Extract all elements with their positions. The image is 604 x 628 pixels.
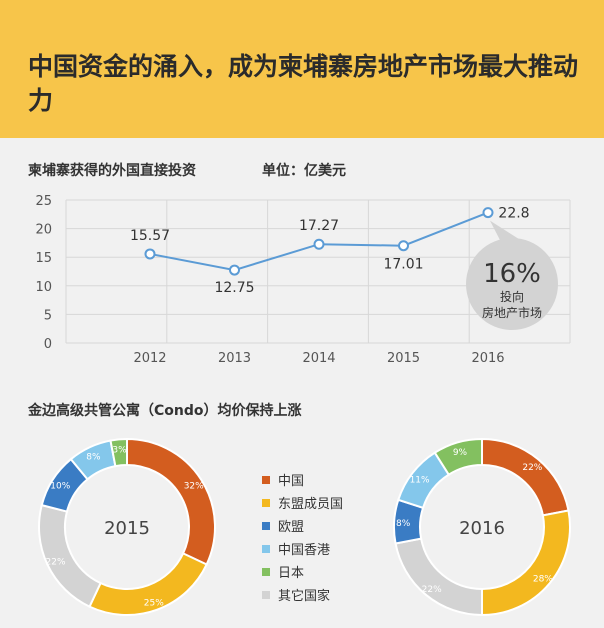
- donut-slice: [433, 437, 483, 477]
- y-tick-label: 10: [35, 280, 52, 295]
- fdi-chart-unit: 单位：亿美元: [262, 163, 346, 179]
- legend-swatch: [262, 567, 270, 576]
- legend-label: 日本: [278, 566, 305, 581]
- y-tick-label: 0: [44, 337, 52, 352]
- legend-item: 中国: [262, 468, 343, 491]
- x-tick-label: 2015: [387, 351, 420, 366]
- legend-swatch: [262, 521, 270, 530]
- data-point: [229, 264, 240, 276]
- y-tick-label: 20: [35, 223, 52, 238]
- data-point: [144, 248, 156, 260]
- legend-swatch: [262, 475, 270, 484]
- slice-label: 32%: [184, 482, 204, 492]
- donut-slice: [69, 439, 117, 481]
- callout-value: 16%: [483, 259, 541, 289]
- donut-legend: 中国东盟成员国欧盟中国香港日本其它国家: [262, 468, 343, 606]
- donut-slice: [481, 437, 570, 517]
- donut-slice: [126, 437, 216, 566]
- slice-label: 8%: [396, 519, 411, 529]
- data-label: 15.57: [130, 228, 170, 244]
- donut-slice: [481, 509, 571, 617]
- slice-label: 25%: [144, 598, 164, 608]
- legend-label: 东盟成员国: [278, 497, 344, 512]
- legend-label: 中国香港: [278, 543, 331, 558]
- fdi-chart-title: 柬埔寨获得的外国直接投资: [28, 163, 196, 179]
- y-tick-label: 5: [44, 308, 52, 323]
- slice-label: 22%: [422, 585, 442, 595]
- donut-slice: [394, 537, 483, 617]
- header-banner: 中国资金的涌入，成为柬埔寨房地产市场最大推动力: [0, 0, 604, 138]
- donut-slice: [397, 451, 451, 510]
- donut-2016: 22% 28% 22% 8% 11% 9% 2016: [393, 437, 571, 617]
- callout-bubble: [466, 238, 558, 330]
- donut-center-label: 2015: [104, 518, 150, 539]
- slice-label: 8%: [86, 453, 101, 463]
- slice-label: 22%: [522, 463, 542, 473]
- donut-center-label: 2016: [459, 518, 505, 539]
- x-tick-label: 2014: [302, 351, 335, 366]
- data-label: 12.75: [214, 280, 254, 296]
- slice-label: 22%: [46, 558, 66, 568]
- fdi-line-chart: 0 5 10 15 20 25 2012 2013 2014 2015 2016 16%投向房地产市场…: [35, 194, 571, 366]
- data-point: [482, 207, 494, 219]
- donut-slice: [109, 437, 128, 468]
- legend-item: 欧盟: [262, 514, 343, 537]
- data-point: [313, 238, 325, 250]
- x-tick-label: 2012: [133, 351, 166, 366]
- data-point: [398, 240, 409, 252]
- legend-label: 其它国家: [278, 589, 331, 604]
- y-tick-label: 25: [35, 194, 52, 209]
- condo-section-title: 金边高级共管公寓（Condo）均价保持上涨: [28, 403, 302, 419]
- legend-swatch: [262, 498, 270, 507]
- legend-label: 欧盟: [278, 520, 305, 535]
- slice-label: 11%: [410, 476, 430, 486]
- slice-label: 9%: [453, 448, 468, 458]
- donut-slice: [40, 457, 89, 513]
- slice-label: 28%: [533, 574, 553, 584]
- legend-swatch: [262, 544, 270, 553]
- donut-slice: [393, 498, 425, 545]
- donut-slice: [38, 503, 102, 608]
- data-label: 22.8: [498, 206, 529, 222]
- legend-item: 其它国家: [262, 583, 343, 606]
- callout-line1: 投向: [500, 289, 524, 304]
- donut-2015: 32% 25% 22% 10% 8% 3% 2015: [38, 437, 216, 616]
- legend-label: 中国: [278, 474, 305, 489]
- x-tick-label: 2013: [218, 351, 251, 366]
- donut-slice: [88, 552, 208, 616]
- legend-item: 中国香港: [262, 537, 343, 560]
- slice-label: 3%: [112, 445, 127, 455]
- y-tick-label: 15: [35, 251, 52, 266]
- data-label: 17.01: [383, 257, 423, 273]
- x-tick-label: 2016: [471, 351, 504, 366]
- callout-line2: 房地产市场: [482, 305, 542, 320]
- legend-swatch: [262, 590, 270, 599]
- page-title: 中国资金的涌入，成为柬埔寨房地产市场最大推动力: [28, 52, 579, 115]
- slice-label: 10%: [50, 482, 70, 492]
- legend-item: 东盟成员国: [262, 491, 343, 514]
- data-label: 17.27: [299, 218, 339, 234]
- legend-item: 日本: [262, 560, 343, 583]
